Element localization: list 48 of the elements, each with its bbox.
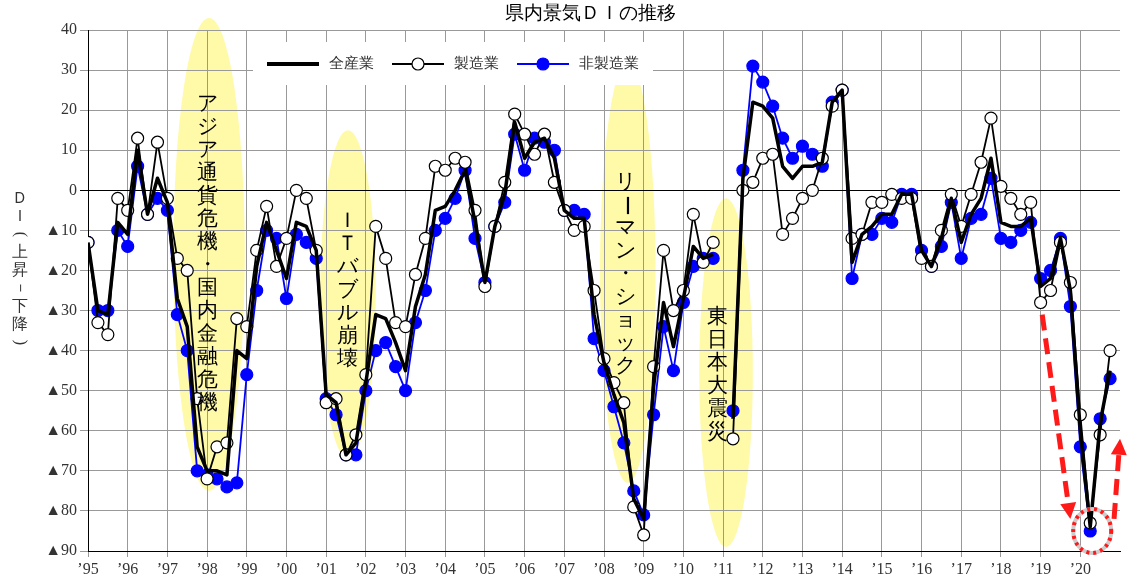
text: リーマン・ショック — [614, 168, 640, 377]
y-tick-label: ▲70 — [45, 461, 77, 479]
x-tick-label: ’01 — [315, 559, 337, 577]
x-tick-label: ’07 — [553, 559, 575, 577]
y-tick-label: 0 — [69, 180, 77, 198]
y-tick-label: ▲50 — [45, 380, 77, 398]
y-tick-label: ▲40 — [45, 340, 77, 358]
x-tick-label: ’19 — [1029, 559, 1052, 577]
x-tick-label: ’10 — [672, 559, 695, 577]
legend-label: 全産業 — [329, 54, 375, 73]
x-tick-label: ’14 — [831, 559, 853, 577]
x-tick-label: ’03 — [394, 559, 417, 577]
x-tick-label: ’97 — [156, 559, 179, 577]
x-tick-label: ’09 — [633, 559, 655, 577]
y-tick-label: 10 — [61, 140, 77, 158]
y-tick-label: 40 — [61, 20, 77, 38]
x-tick-label: ’02 — [355, 559, 377, 577]
x-tick-label: ’11 — [712, 559, 734, 577]
annotation: 東日本大震災 — [706, 303, 728, 443]
x-tick-label: ’16 — [910, 559, 933, 577]
x-tick-label: ’00 — [275, 559, 298, 577]
x-tick-label: ’98 — [196, 559, 218, 577]
x-tick-label: ’99 — [236, 559, 258, 577]
x-tick-label: ’05 — [474, 559, 496, 577]
legend-label: 製造業 — [454, 54, 500, 73]
x-tick-label: ’18 — [990, 559, 1012, 577]
chart-title: 県内景気ＤＩの推移 — [504, 0, 676, 23]
x-tick-label: ’17 — [950, 559, 972, 577]
y-tick-label: 30 — [61, 60, 77, 78]
x-tick-label: ’06 — [513, 559, 536, 577]
y-tick-label: ▲80 — [45, 501, 77, 519]
x-tick-label: ’95 — [77, 559, 99, 577]
y-tick-label: ▲10 — [45, 220, 77, 238]
x-tick-label: ’08 — [593, 559, 615, 577]
annotation: ＩＴバブル崩壊 — [335, 207, 359, 370]
x-tick-label: ’13 — [791, 559, 814, 577]
y-tick-label: ▲20 — [45, 260, 77, 278]
x-tick-label: ’15 — [871, 559, 893, 577]
text: ＤＩ(上昇－下降) — [12, 188, 30, 346]
x-tick-label: ’04 — [434, 559, 456, 577]
y-tick-label: ▲90 — [45, 541, 77, 559]
x-tick-label: ’96 — [117, 559, 139, 577]
y-tick-label: ▲30 — [45, 300, 77, 318]
x-tick-label: ’20 — [1069, 559, 1091, 577]
legend-label: 非製造業 — [579, 54, 640, 73]
y-tick-label: ▲60 — [45, 420, 77, 438]
y-tick-label: 20 — [61, 100, 77, 118]
x-tick-label: ’12 — [752, 559, 774, 577]
